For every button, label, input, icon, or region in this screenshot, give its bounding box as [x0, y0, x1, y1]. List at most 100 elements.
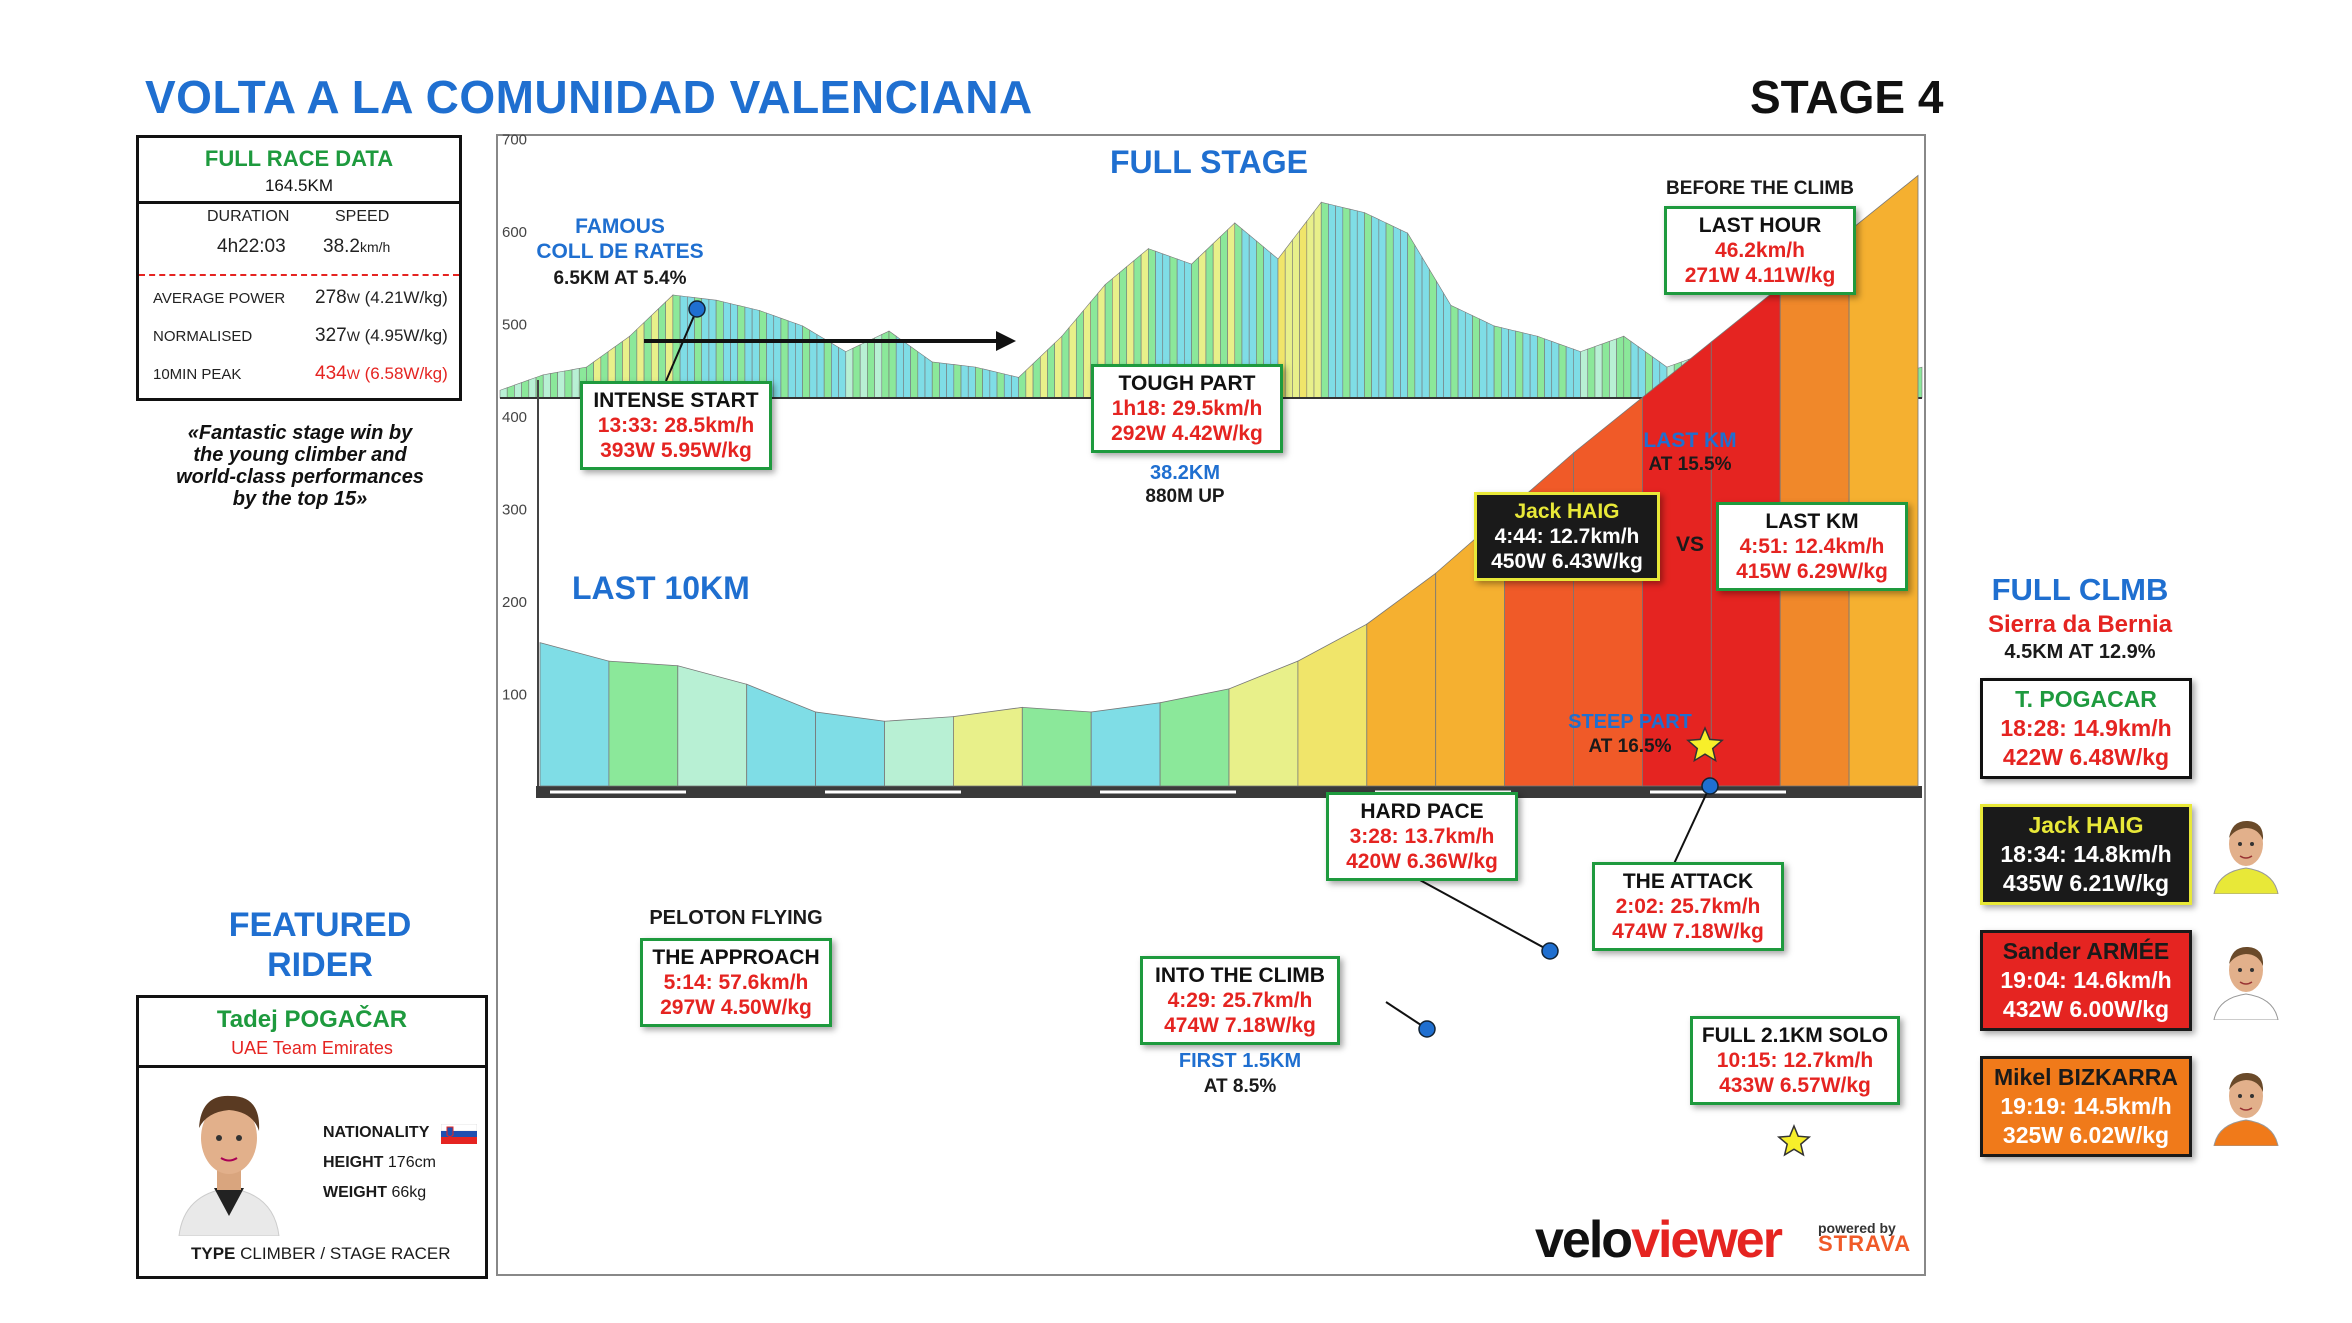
- full-stage-segment: [975, 366, 983, 399]
- first-km-label: FIRST 1.5KM: [1178, 1050, 1302, 1072]
- full-stage-segment: [1472, 315, 1480, 399]
- marker-dot: [1701, 777, 1719, 795]
- full-stage-segment: [1529, 334, 1538, 399]
- steep-part-sub: AT 16.5%: [1588, 736, 1672, 757]
- rider-card-time: 19:19: 14.5km/h: [2000, 1093, 2172, 1119]
- last-km-title: LAST KM: [1643, 429, 1737, 452]
- rider-card-power: 432W 6.00W/kg: [2002, 996, 2170, 1022]
- peloton-flying-label: PELOTON FLYING: [649, 907, 823, 929]
- last-10km-segment: [1021, 706, 1092, 787]
- callout-hard-pace: HARD PACE 3:28: 13.7km/h 420W 6.36W/kg: [1326, 792, 1518, 881]
- full-stage-segment: [1508, 328, 1517, 399]
- full-stage-segment: [1407, 232, 1416, 399]
- full-stage-segment: [874, 334, 883, 399]
- full-stage-segment: [816, 333, 825, 399]
- full-stage-segment: [895, 335, 904, 399]
- full-stage-segment: [1047, 342, 1055, 399]
- full-stage-segment: [1003, 373, 1012, 399]
- rider-card-name: Sander ARMÉE: [2002, 938, 2170, 964]
- race-title: VOLTA A LA COMUNIDAD VALENCIANA: [145, 71, 1033, 123]
- featured-rider-box: Tadej POGAČAR UAE Team Emirates NATIONAL…: [136, 995, 488, 1279]
- full-stage-segment: [1587, 346, 1596, 399]
- full-stage-segment: [571, 368, 580, 399]
- full-stage-segment: [1335, 205, 1344, 399]
- full-stage-segment: [773, 315, 782, 399]
- last-10km-segment: [884, 716, 954, 787]
- full-stage-segment: [1493, 325, 1502, 399]
- last-10km-segment: [539, 642, 610, 787]
- divider: [139, 274, 459, 276]
- slovenia-flag-icon: [441, 1124, 477, 1144]
- first-km-sub: AT 8.5%: [1203, 1076, 1277, 1097]
- full-stage-segment: [903, 340, 911, 399]
- full-stage-segment: [852, 344, 861, 399]
- race-distance: 164.5KM: [264, 176, 334, 195]
- last-10km-segment: [1366, 572, 1437, 787]
- star-icon: [1686, 726, 1724, 763]
- full-stage-segment: [499, 387, 508, 399]
- full-stage-segment: [1313, 201, 1322, 399]
- full-stage-segment: [1349, 208, 1358, 399]
- full-stage-segment: [521, 379, 530, 399]
- full-stage-segment: [1501, 327, 1509, 399]
- full-stage-segment: [831, 342, 839, 399]
- full-stage-segment: [550, 371, 558, 399]
- full-stage-segment: [1306, 210, 1315, 399]
- full-stage-segment: [946, 363, 955, 399]
- full-stage-segment: [845, 347, 854, 399]
- full-stage-segment: [1054, 335, 1063, 399]
- full-stage-segment: [1075, 309, 1084, 399]
- y-tick-label: 700: [502, 134, 527, 149]
- stage-label: STAGE 4: [1750, 71, 1944, 123]
- full-stage-segment: [1068, 318, 1077, 399]
- duration-label: DURATION: [207, 208, 290, 225]
- race-data-row-value: 434W (6.58W/kg): [315, 363, 448, 384]
- full-stage-segment: [1486, 321, 1495, 399]
- last-10km-title: LAST 10KM: [572, 570, 750, 606]
- last-10km-chart: 100 200 300 400 500 600 700: [502, 134, 1922, 798]
- rider-card-name: Jack HAIG: [2028, 812, 2144, 838]
- full-stage-segment: [1450, 304, 1459, 399]
- full-stage-segment: [1428, 268, 1437, 399]
- stage-elevation: 880M UP: [1145, 486, 1225, 507]
- callout-pogacar-last-km: LAST KM 4:51: 12.4km/h 415W 6.29W/kg: [1716, 502, 1908, 591]
- steep-part-label: STEEP PART: [1568, 711, 1692, 733]
- full-stage-segment: [1356, 210, 1365, 399]
- last-10km-segment: [1848, 174, 1919, 787]
- rider-card-armee: Sander ARMÉE 19:04: 14.6km/h 432W 6.00W/kg: [1980, 930, 2192, 1031]
- nationality-label: NATIONALITY: [323, 1124, 430, 1141]
- full-climb-name: Sierra da Bernia: [1987, 611, 2173, 638]
- rider-card-power: 325W 6.02W/kg: [2002, 1122, 2170, 1148]
- annotations: [644, 300, 1812, 1157]
- full-stage-segment: [1573, 348, 1581, 399]
- rider-card-power: 422W 6.48W/kg: [2002, 744, 2170, 770]
- rider-card-pogacar: T. POGACAR 18:28: 14.9km/h 422W 6.48W/kg: [1980, 678, 2192, 779]
- full-stage-segment: [1392, 225, 1401, 399]
- full-stage-segment: [802, 325, 811, 399]
- rider-avatar-icon: [2213, 946, 2279, 1020]
- full-stage-segment: [542, 373, 551, 399]
- rider-card-bizkarra: Mikel BIZKARRA 19:19: 14.5km/h 325W 6.02W/…: [1980, 1056, 2192, 1157]
- full-stage-segment: [1039, 349, 1048, 399]
- full-stage-segment: [859, 340, 868, 399]
- full-stage-segment: [1364, 212, 1372, 399]
- callout-last-hour: LAST HOUR 46.2km/h 271W 4.11W/kg: [1664, 206, 1856, 295]
- callout-the-attack: THE ATTACK 2:02: 25.7km/h 474W 7.18W/kg: [1592, 862, 1784, 951]
- full-stage-segment: [1284, 239, 1293, 399]
- full-stage-segment: [1623, 335, 1632, 399]
- arrow-head-icon: [996, 331, 1016, 351]
- full-stage-segment: [1457, 308, 1466, 399]
- full-stage-segment: [1551, 340, 1560, 399]
- full-stage-segment: [1479, 318, 1488, 399]
- type-row: TYPE CLIMBER / STAGE RACER: [191, 1244, 451, 1263]
- last-10km-segment: [1228, 660, 1299, 787]
- full-stage-segment: [1537, 335, 1545, 399]
- quote: «Fantastic stage win by the young climbe…: [176, 422, 424, 510]
- full-stage-segment: [838, 346, 847, 399]
- full-stage-segment: [939, 362, 947, 399]
- callout-full-solo: FULL 2.1KM SOLO 10:15: 12.7km/h 433W 6.57W…: [1690, 1016, 1900, 1105]
- last-km-sub: AT 15.5%: [1648, 454, 1732, 475]
- full-stage-segment: [1414, 244, 1423, 399]
- full-stage-segment: [1018, 369, 1027, 399]
- full-stage-segment: [1464, 311, 1473, 399]
